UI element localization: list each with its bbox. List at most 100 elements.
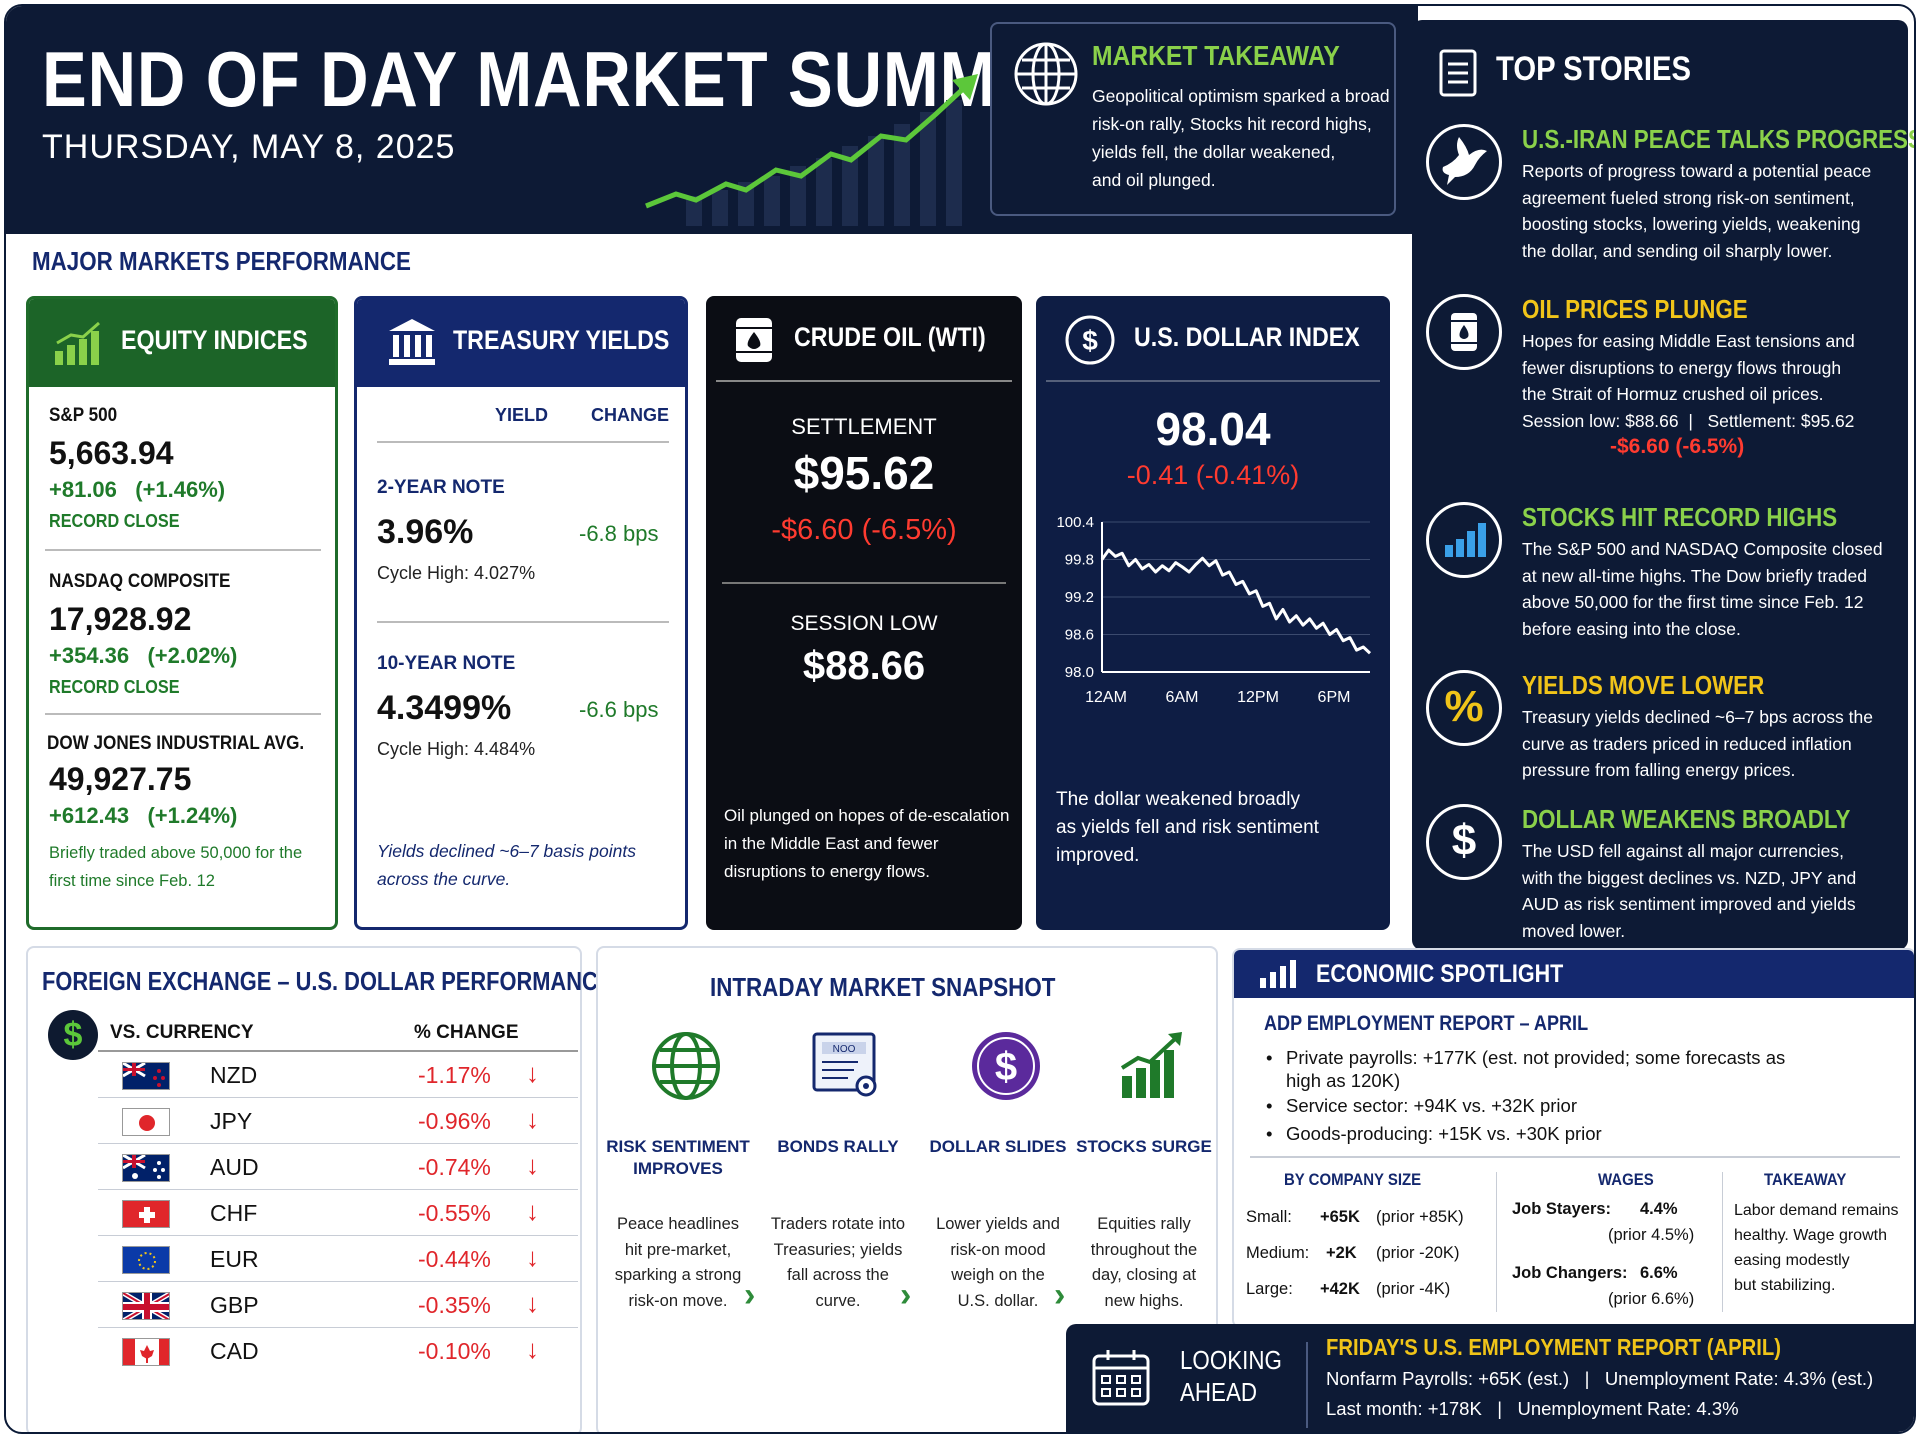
divider xyxy=(722,582,1006,584)
note-cycle-high: Cycle High: 4.484% xyxy=(377,739,536,759)
chart-x-tick-label: 12PM xyxy=(1237,689,1279,706)
company-size-header: BY COMPANY SIZE xyxy=(1284,1170,1422,1189)
fx-row-nzd[interactable]: NZD -1.17% ↓ xyxy=(98,1052,578,1098)
adp-bullet: Goods-producing: +15K vs. +30K prior xyxy=(1264,1122,1864,1145)
currency-code: EUR xyxy=(210,1246,259,1272)
treasury-yields-card: TREASURY YIELDS YIELD CHANGE 2-YEAR NOTE… xyxy=(354,296,688,930)
chart-x-tick-label: 6AM xyxy=(1166,689,1199,706)
top-stories-panel: TOP STORIES U.S.-IRAN PEACE TALKS PROGRE… xyxy=(1412,20,1914,950)
dollar-icon: $ xyxy=(1426,804,1502,880)
fx-row-gbp[interactable]: GBP -0.35% ↓ xyxy=(98,1282,578,1328)
card-title: U.S. DOLLAR INDEX xyxy=(1134,322,1360,352)
bar-chart-icon xyxy=(1426,502,1502,578)
snapshot-risk-sentiment: RISK SENTIMENT IMPROVES Peace headlines hi… xyxy=(602,1028,754,1310)
fx-row-eur[interactable]: EUR -0.44% ↓ xyxy=(98,1236,578,1282)
index-change: +81.06 (+1.46%) xyxy=(49,477,226,502)
chart-y-tick-label: 99.8 xyxy=(1065,552,1094,569)
employment-report-title: FRIDAY'S U.S. EMPLOYMENT REPORT (APRIL) xyxy=(1326,1334,1782,1360)
nfp-last-month: Last month: +178K | Unemployment Rate: 4… xyxy=(1326,1398,1739,1419)
down-arrow-icon: ↓ xyxy=(526,1150,539,1180)
economic-spotlight-panel: ECONOMIC SPOTLIGHT ADP EMPLOYMENT REPORT… xyxy=(1232,948,1914,1328)
note-name: 10-YEAR NOTE xyxy=(377,653,516,674)
currency-pct: -0.96% xyxy=(418,1108,491,1134)
snapshot-stocks-surge: STOCKS SURGE Equities rally throughout th… xyxy=(1068,1028,1220,1310)
divider xyxy=(377,621,669,623)
story-yields-lower[interactable]: % YIELDS MOVE LOWER Treasury yields decl… xyxy=(1412,670,1908,850)
divider xyxy=(1046,380,1380,382)
snapshot-title: INTRADAY MARKET SNAPSHOT xyxy=(710,972,1056,1002)
card-header: CRUDE OIL (WTI) xyxy=(706,296,1022,384)
currency-pct: -0.44% xyxy=(418,1246,491,1272)
takeaway-title: MARKET TAKEAWAY xyxy=(1092,40,1340,71)
story-title: STOCKS HIT RECORD HIGHS xyxy=(1522,502,1838,532)
divider xyxy=(45,713,321,715)
story-record-highs[interactable]: STOCKS HIT RECORD HIGHS The S&P 500 and … xyxy=(1412,502,1908,682)
note-name: 2-YEAR NOTE xyxy=(377,477,505,498)
snapshot-text: Peace headlines hit pre-market, sparking … xyxy=(614,1215,742,1310)
divider xyxy=(1496,1172,1497,1312)
looking-ahead-label: LOOKING AHEAD xyxy=(1180,1345,1282,1407)
oil-note: Oil plunged on hopes of de-escalation in… xyxy=(724,806,1010,881)
session-low-value: $88.66 xyxy=(802,644,926,688)
fx-row-jpy[interactable]: JPY -0.96% ↓ xyxy=(98,1098,578,1144)
dollar-circle-icon: $ xyxy=(1065,315,1115,365)
fx-row-chf[interactable]: CHF -0.55% ↓ xyxy=(98,1190,578,1236)
econ-title: ECONOMIC SPOTLIGHT xyxy=(1316,960,1564,988)
fx-title: FOREIGN EXCHANGE – U.S. DOLLAR PERFORMAN… xyxy=(42,966,613,996)
dollar-icon: $ xyxy=(48,1010,98,1060)
index-value: 5,663.94 xyxy=(49,435,174,471)
index-change: +612.43 (+1.24%) xyxy=(49,803,238,828)
note-yield: 4.3499% xyxy=(377,689,512,727)
index-name: S&P 500 xyxy=(49,405,118,426)
card-header: TREASURY YIELDS xyxy=(357,299,685,387)
snapshot-label: RISK SENTIMENT IMPROVES xyxy=(606,1137,750,1178)
col-currency-header: VS. CURRENCY xyxy=(110,1022,254,1043)
top-stories-title: TOP STORIES xyxy=(1496,50,1692,88)
takeaway-header: TAKEAWAY xyxy=(1764,1170,1847,1189)
snapshot-text: Equities rally throughout the day, closin… xyxy=(1090,1215,1198,1310)
currency-pct: -0.55% xyxy=(418,1200,491,1226)
story-oil-plunge[interactable]: OIL PRICES PLUNGE Hopes for easing Middl… xyxy=(1412,294,1908,494)
svg-text:$: $ xyxy=(995,1045,1017,1089)
fx-row-aud[interactable]: AUD -0.74% ↓ xyxy=(98,1144,578,1190)
story-title: U.S.-IRAN PEACE TALKS PROGRESS xyxy=(1522,124,1916,154)
currency-code: GBP xyxy=(210,1292,259,1318)
record-close-label: RECORD CLOSE xyxy=(49,677,180,697)
page-frame: END OF DAY MARKET SUMMARY THURSDAY, MAY … xyxy=(4,4,1916,1434)
story-dollar-weakens[interactable]: $ DOLLAR WEAKENS BROADLY The USD fell ag… xyxy=(1412,804,1908,954)
major-markets-title: MAJOR MARKETS PERFORMANCE xyxy=(32,246,411,276)
au-flag-icon xyxy=(122,1154,170,1182)
dxy-note: The dollar weakened broadly as yields fe… xyxy=(1056,789,1319,866)
adp-report-title: ADP EMPLOYMENT REPORT – APRIL xyxy=(1264,1012,1589,1035)
divider xyxy=(716,380,1012,382)
chart-y-tick-label: 99.2 xyxy=(1065,589,1094,606)
dxy-value: 98.04 xyxy=(1155,403,1271,455)
dxy-intraday-chart: 100.4 99.8 99.2 98.6 98.0 12AM 6AM 12PM 6PM xyxy=(1056,514,1372,706)
settlement-value: $95.62 xyxy=(793,447,935,499)
story-title: OIL PRICES PLUNGE xyxy=(1522,294,1748,324)
down-arrow-icon: ↓ xyxy=(526,1288,539,1318)
fx-panel: FOREIGN EXCHANGE – U.S. DOLLAR PERFORMAN… xyxy=(26,946,612,1432)
card-header: EQUITY INDICES xyxy=(29,299,335,387)
chart-x-tick-label: 6PM xyxy=(1318,689,1351,706)
globe-icon xyxy=(652,1032,720,1100)
oil-change: -$6.60 (-6.5%) xyxy=(771,514,957,546)
col-change-header: % CHANGE xyxy=(414,1022,519,1043)
fx-row-cad[interactable]: CAD -0.10% ↓ xyxy=(98,1328,578,1374)
chart-y-tick-label: 100.4 xyxy=(1056,514,1094,531)
index-name: DOW JONES INDUSTRIAL AVG. xyxy=(47,733,305,754)
currency-code: CHF xyxy=(210,1200,258,1226)
currency-pct: -0.35% xyxy=(418,1292,491,1318)
snapshot-label: BONDS RALLY xyxy=(777,1137,899,1156)
bar-chart-icon xyxy=(1260,960,1296,988)
divider xyxy=(1722,1172,1723,1312)
company-size-table: Small: +65K (prior +85K) Medium: +2K (prior … xyxy=(1246,1208,1464,1298)
story-peace-talks[interactable]: U.S.-IRAN PEACE TALKS PROGRESS Reports o… xyxy=(1412,124,1914,304)
jp-flag-icon xyxy=(122,1108,170,1136)
svg-text:NOO: NOO xyxy=(833,1044,856,1055)
note-cycle-high: Cycle High: 4.027% xyxy=(377,563,536,583)
col-yield-header: YIELD xyxy=(495,405,549,425)
takeaway-text: Geopolitical optimism sparked a broad ri… xyxy=(1092,86,1390,190)
session-low-label: SESSION LOW xyxy=(790,612,938,635)
currency-code: AUD xyxy=(210,1154,259,1180)
